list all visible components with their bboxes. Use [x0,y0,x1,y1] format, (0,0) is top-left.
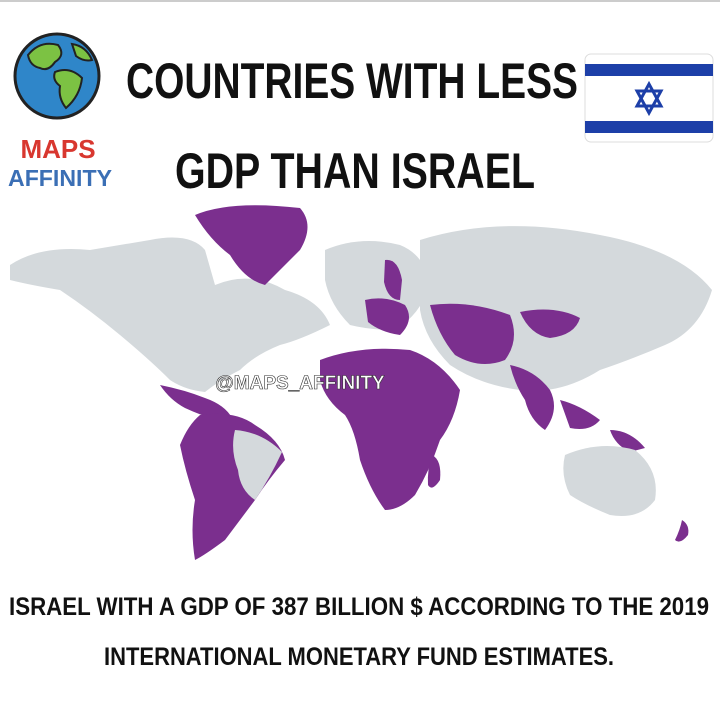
israel-flag [584,53,714,143]
logo-text: AFFINITY [8,165,112,191]
watermark: @MAPS_AFFINITY [215,373,385,394]
footer-text: INTERNATIONAL MONETARY FUND ESTIMATES. [104,643,614,671]
world-map [10,205,712,560]
logo-globe [13,32,101,120]
footer-text: ISRAEL WITH A GDP OF 387 BILLION $ ACCOR… [9,593,709,621]
title: GDP THAN ISRAEL [175,143,535,199]
title: COUNTRIES WITH LESS [126,53,578,109]
logo-text: MAPS [20,134,95,164]
